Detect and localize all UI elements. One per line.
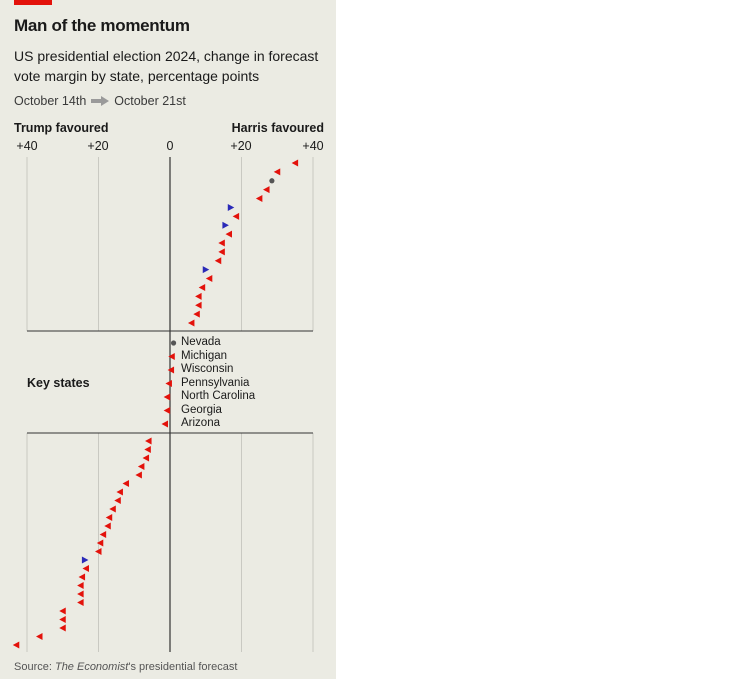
shift-toward-trump-marker bbox=[95, 548, 102, 555]
tick-label: +20 bbox=[87, 139, 109, 153]
tick-label: +40 bbox=[302, 139, 324, 153]
shift-toward-trump-marker bbox=[77, 590, 84, 598]
shift-toward-trump-marker bbox=[167, 366, 175, 374]
shift-toward-trump-marker bbox=[142, 454, 150, 462]
shift-toward-trump-marker bbox=[187, 319, 195, 327]
state-label: Georgia bbox=[181, 403, 222, 416]
tick-label: 0 bbox=[166, 139, 174, 153]
shift-toward-trump-marker bbox=[214, 257, 222, 265]
shift-toward-trump-marker bbox=[99, 531, 107, 538]
shift-toward-trump-marker bbox=[161, 420, 168, 428]
shift-toward-trump-marker bbox=[218, 239, 225, 247]
shift-toward-trump-marker bbox=[255, 195, 263, 203]
shift-toward-harris-marker bbox=[202, 266, 210, 274]
shift-toward-trump-marker bbox=[135, 471, 142, 479]
shift-toward-trump-marker bbox=[195, 292, 202, 300]
source-publication: The Economist bbox=[54, 661, 129, 673]
unchanged-marker bbox=[170, 340, 177, 346]
plot-area bbox=[12, 157, 314, 652]
shift-toward-harris-marker bbox=[227, 203, 235, 211]
shift-toward-trump-marker bbox=[291, 159, 299, 167]
shift-toward-trump-marker bbox=[205, 275, 213, 283]
unchanged-marker bbox=[269, 178, 275, 184]
shift-toward-trump-marker bbox=[77, 599, 84, 606]
state-label: Nevada bbox=[181, 336, 221, 348]
shift-toward-trump-marker bbox=[163, 407, 171, 414]
state-label: North Carolina bbox=[181, 390, 256, 402]
shift-toward-trump-marker bbox=[193, 310, 200, 318]
source-prefix: Source: bbox=[14, 661, 55, 673]
source-suffix: 's presidential forecast bbox=[128, 661, 238, 673]
legend-from: October 14th bbox=[14, 94, 87, 108]
shift-toward-trump-marker bbox=[144, 446, 151, 453]
shift-toward-trump-marker bbox=[195, 301, 202, 309]
shift-toward-trump-marker bbox=[109, 505, 116, 513]
state-label: Arizona bbox=[181, 417, 220, 429]
shift-toward-trump-marker bbox=[137, 463, 145, 470]
shift-toward-trump-marker bbox=[104, 522, 111, 530]
shift-toward-trump-marker bbox=[59, 607, 66, 615]
shift-toward-trump-marker bbox=[59, 624, 66, 632]
chart-subtitle: US presidential election 2024, change in… bbox=[14, 48, 319, 84]
shift-toward-trump-marker bbox=[145, 437, 152, 445]
shift-toward-trump-marker bbox=[82, 565, 89, 572]
state-label: Pennsylvania bbox=[181, 376, 250, 389]
shift-toward-trump-marker bbox=[198, 283, 206, 291]
shift-toward-trump-marker bbox=[165, 380, 172, 387]
shift-toward-trump-marker bbox=[77, 582, 84, 589]
shift-toward-trump-marker bbox=[273, 168, 281, 176]
shift-toward-trump-marker bbox=[122, 480, 130, 487]
shift-toward-trump-marker bbox=[12, 641, 20, 649]
tick-label: +20 bbox=[230, 139, 252, 153]
shift-toward-trump-marker bbox=[218, 248, 225, 256]
tick-label: +40 bbox=[16, 139, 38, 153]
shift-toward-trump-marker bbox=[116, 488, 123, 496]
shift-toward-trump-marker bbox=[114, 497, 121, 504]
state-label: Wisconsin bbox=[181, 363, 234, 375]
brand-bar bbox=[14, 0, 52, 5]
arrow-right-icon bbox=[91, 96, 110, 106]
state-label: Michigan bbox=[181, 349, 228, 362]
chart-title: Man of the momentum bbox=[14, 16, 190, 35]
source-note: Source: The Economist's presidential for… bbox=[14, 661, 237, 673]
shift-toward-trump-marker bbox=[263, 186, 270, 194]
shift-toward-harris-marker bbox=[222, 221, 229, 229]
shift-toward-trump-marker bbox=[96, 539, 104, 547]
legend: October 14th October 21st bbox=[14, 94, 186, 108]
harris-favoured-label: Harris favoured bbox=[231, 121, 324, 135]
shift-toward-trump-marker bbox=[232, 212, 240, 220]
shift-toward-trump-marker bbox=[163, 393, 171, 401]
shift-toward-trump-marker bbox=[105, 514, 113, 521]
key-states-label: Key states bbox=[27, 376, 90, 390]
shift-toward-trump-marker bbox=[168, 353, 175, 360]
shift-toward-trump-marker bbox=[78, 573, 86, 581]
shift-toward-harris-marker bbox=[81, 556, 89, 564]
shift-toward-trump-marker bbox=[225, 230, 232, 238]
shift-toward-trump-marker bbox=[59, 616, 66, 623]
legend-to: October 21st bbox=[114, 94, 186, 108]
shift-toward-trump-marker bbox=[36, 633, 43, 640]
trump-favoured-label: Trump favoured bbox=[14, 121, 109, 135]
chart-card: Man of the momentum US presidential elec… bbox=[0, 0, 336, 679]
